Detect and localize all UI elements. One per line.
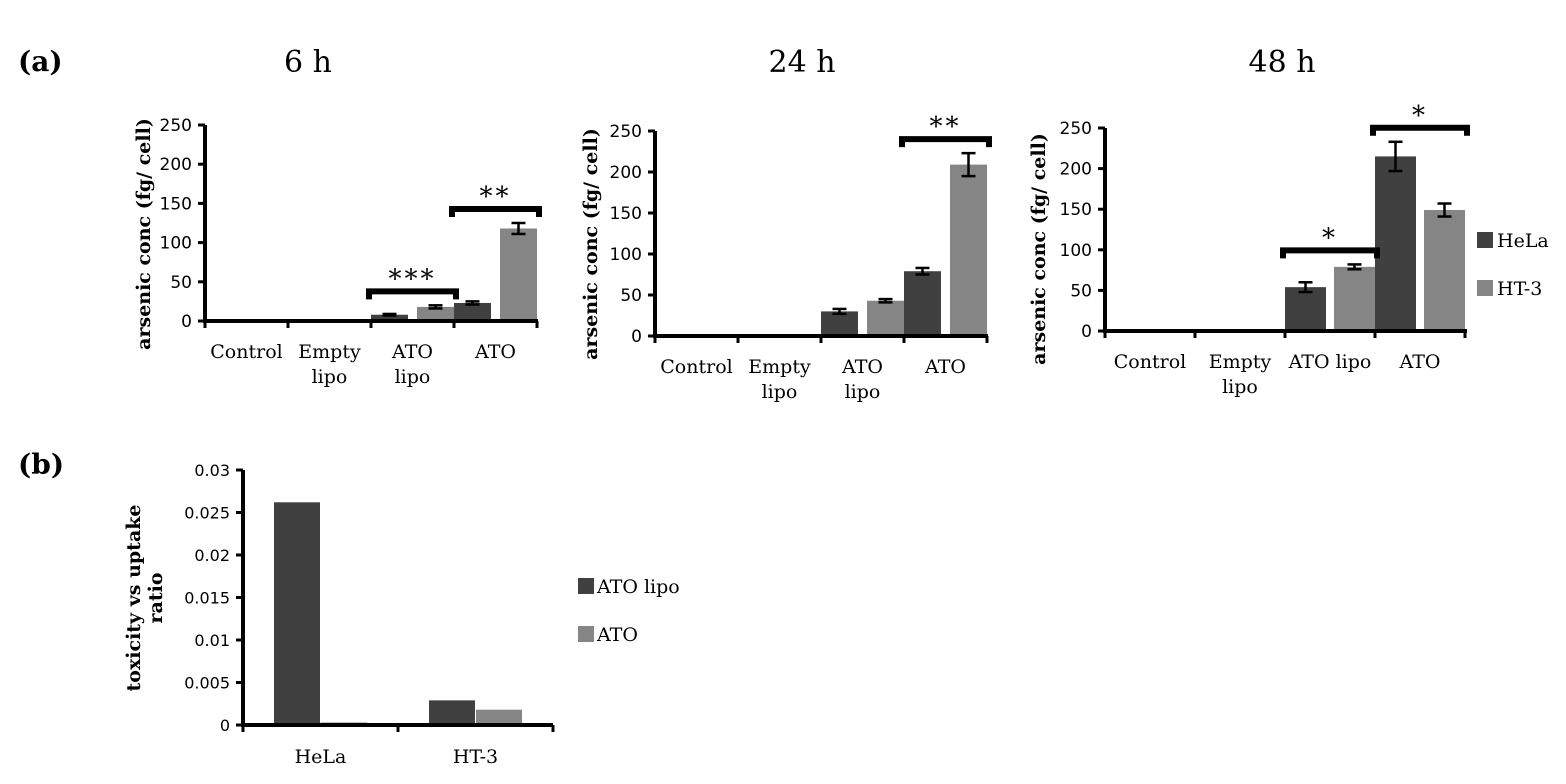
bar-ht-3 (1334, 266, 1375, 331)
x-category-label: lipo (395, 366, 431, 388)
bar-ato (476, 709, 522, 725)
bar-ht-3 (950, 164, 987, 336)
y-tick-label: 200 (610, 163, 642, 183)
chart-24h: 24 h arsenic conc (fg/ cell) 0 50 100 150 200 2… (580, 45, 992, 403)
significance-marker: * (1412, 101, 1428, 131)
bar-hela (371, 314, 408, 321)
legend-label-hela: HeLa (1497, 230, 1549, 252)
y-tick-label: 0.01 (194, 631, 230, 650)
x-category-label: ATO (474, 341, 516, 363)
y-axis-label-line: ratio (145, 573, 167, 624)
x-category-label: ATO (841, 356, 883, 378)
y-tick-label: 50 (170, 273, 192, 293)
legend-label-ht3: HT-3 (1497, 278, 1542, 300)
x-category-label: Control (1114, 351, 1186, 373)
y-axis-label: arsenic conc (fg/ cell) (1028, 133, 1050, 365)
bar-hela (904, 271, 941, 336)
y-tick-label: 0.03 (194, 461, 230, 480)
bar-ato-lipo (429, 700, 475, 725)
x-category-label: Empty (748, 356, 811, 378)
significance-bracket (366, 288, 459, 300)
y-tick-label: 0.025 (184, 504, 230, 523)
significance-bracket (1370, 124, 1470, 136)
significance-bracket (1280, 247, 1380, 259)
bar-hela (454, 302, 491, 321)
y-tick-label: 0.02 (194, 546, 230, 565)
y-tick-label: 0.015 (184, 589, 230, 608)
y-axis-label: arsenic conc (fg/ cell) (133, 118, 155, 350)
panel-label-a: (a) (18, 45, 63, 78)
chart-6h: 6 h arsenic conc (fg/ cell) 0 50 100 150 200 25… (133, 45, 542, 388)
panel-label-b: (b) (18, 448, 64, 481)
chart-toxicity-ratio: toxicity vs uptakeratio 0 0.005 0.01 0.015 0.… (123, 461, 555, 768)
x-category-label: Control (210, 341, 282, 363)
chart-title: 48 h (1248, 45, 1315, 80)
y-tick-label: 250 (610, 122, 642, 142)
significance-bracket (899, 136, 992, 148)
y-tick-label: 0.005 (184, 674, 230, 693)
legend-label-ato: ATO (596, 624, 638, 646)
x-category-label: Empty (298, 341, 361, 363)
significance-marker: ** (480, 182, 512, 212)
bar-ht-3 (500, 228, 537, 321)
bar-ato-lipo (274, 502, 320, 725)
y-tick-label: 200 (160, 155, 192, 175)
y-tick-label: 250 (160, 116, 192, 136)
y-tick-label: 100 (1060, 241, 1092, 261)
y-tick-label: 50 (620, 286, 642, 306)
y-tick-label: 100 (160, 234, 192, 254)
y-tick-label: 200 (1060, 160, 1092, 180)
y-tick-label: 150 (610, 204, 642, 224)
x-category-label: ATO (924, 356, 966, 378)
significance-bracket (449, 206, 542, 217)
bar-ht-3 (1424, 210, 1465, 331)
x-category-label: lipo (312, 366, 348, 388)
legend-swatch-hela (1477, 232, 1493, 248)
legend-swatch-ht3 (1477, 280, 1493, 296)
x-category-label: ATO lipo (1288, 351, 1372, 373)
x-category-label: HT-3 (453, 746, 498, 768)
y-axis-label-line: toxicity vs uptake (123, 504, 145, 691)
y-tick-label: 50 (1070, 281, 1092, 301)
chart-48h: 48 h arsenic conc (fg/ cell) 0 50 100 150 200 2… (1028, 45, 1470, 398)
y-tick-label: 0 (1081, 322, 1092, 342)
legend-a: HeLa HT-3 (1477, 230, 1549, 300)
legend-label-ato-lipo: ATO lipo (596, 576, 680, 598)
significance-marker: * (1322, 223, 1338, 253)
y-axis-label: toxicity vs uptakeratio (123, 504, 167, 691)
legend-b: ATO lipo ATO (578, 576, 680, 646)
y-tick-label: 0 (220, 716, 230, 735)
bar-hela (821, 311, 858, 336)
x-category-label: lipo (1222, 376, 1258, 398)
significance-marker: ** (930, 112, 962, 142)
y-tick-label: 150 (1060, 200, 1092, 220)
x-category-label: lipo (762, 381, 798, 403)
legend-swatch-ato-lipo (578, 578, 594, 594)
x-category-label: Empty (1209, 351, 1272, 373)
legend-swatch-ato (578, 626, 594, 642)
x-category-label: lipo (845, 381, 881, 403)
y-tick-label: 100 (610, 245, 642, 265)
x-category-label: HeLa (295, 746, 347, 768)
y-axis-label: arsenic conc (fg/ cell) (580, 128, 602, 360)
bar-ht-3 (417, 306, 454, 321)
bar-hela (1285, 287, 1326, 331)
x-category-label: ATO (391, 341, 433, 363)
chart-title: 24 h (768, 45, 835, 80)
y-tick-label: 0 (631, 327, 642, 347)
bar-ht-3 (867, 300, 904, 336)
x-category-label: ATO (1399, 351, 1441, 373)
significance-marker: *** (389, 264, 437, 294)
y-tick-label: 0 (181, 312, 192, 332)
chart-title: 6 h (284, 45, 332, 80)
x-category-label: Control (660, 356, 732, 378)
y-tick-label: 150 (160, 194, 192, 214)
bar-hela (1375, 156, 1416, 331)
y-tick-label: 250 (1060, 119, 1092, 139)
